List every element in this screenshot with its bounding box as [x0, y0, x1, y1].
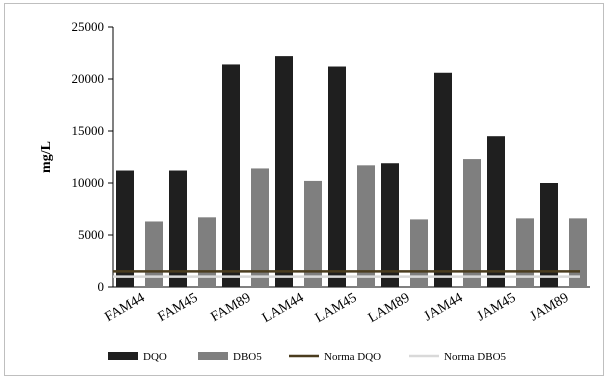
y-axis-title: mg/L [39, 141, 54, 173]
legend-swatch [108, 352, 138, 360]
legend-label: DQO [143, 351, 167, 363]
bar-dbo5-fam45 [198, 217, 216, 287]
bar-dqo-fam45 [169, 170, 187, 287]
bar-dbo5-lam45 [357, 165, 375, 287]
bar-dbo5-jam45 [516, 218, 534, 287]
bar-dbo5-fam89 [251, 168, 269, 287]
axes: mg/L [39, 27, 590, 288]
bar-dqo-lam44 [275, 56, 293, 288]
y-tick-label: 20000 [72, 71, 105, 86]
x-tick-label: LAM45 [313, 290, 360, 326]
bar-dqo-jam45 [487, 136, 505, 287]
bar-dbo5-lam89 [410, 219, 428, 287]
y-tick-label: 10000 [72, 175, 105, 190]
y-axis-ticks: 0 5000 10000 15000 20000 25000 [72, 19, 113, 294]
x-tick-label: JAM44 [422, 290, 466, 324]
legend-label: Norma DBO5 [444, 351, 507, 363]
bars [116, 56, 587, 288]
legend-swatch [198, 352, 228, 360]
y-tick-label: 5000 [78, 227, 104, 242]
bar-dqo-fam44 [116, 170, 134, 287]
bar-dqo-lam89 [381, 163, 399, 287]
x-tick-label: JAM45 [475, 290, 519, 324]
bar-dqo-jam89 [540, 183, 558, 287]
y-tick-label: 0 [98, 279, 105, 294]
bar-dbo5-lam44 [304, 180, 322, 287]
x-tick-label: LAM44 [260, 290, 307, 326]
bar-dqo-jam44 [434, 72, 452, 287]
x-tick-label: JAM89 [528, 290, 572, 324]
bar-dqo-fam89 [222, 64, 240, 287]
y-tick-label: 25000 [72, 19, 105, 34]
bar-dbo5-jam89 [569, 218, 587, 287]
x-axis-labels: FAM44 FAM45 FAM89 LAM44 LAM45 LAM89 JAM44 JAM45… [102, 290, 571, 326]
legend: DQO DBO5 Norma DQO Norma DBO5 [108, 351, 507, 363]
x-tick-label: FAM44 [102, 290, 147, 325]
reference-lines [113, 270, 580, 278]
legend-label: DBO5 [233, 351, 262, 363]
y-tick-label: 15000 [72, 123, 105, 138]
x-tick-label: FAM45 [155, 290, 200, 325]
legend-label: Norma DQO [324, 351, 381, 363]
bar-dqo-lam45 [328, 66, 346, 288]
x-tick-label: FAM89 [208, 290, 253, 325]
bar-dbo5-jam44 [463, 159, 481, 287]
x-tick-label: LAM89 [366, 290, 413, 326]
